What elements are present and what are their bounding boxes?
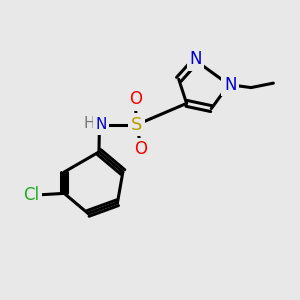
Text: O: O	[135, 140, 148, 158]
Text: N: N	[189, 50, 202, 68]
Text: O: O	[129, 91, 142, 109]
Text: S: S	[131, 116, 142, 134]
Text: Cl: Cl	[23, 186, 40, 204]
Text: H: H	[83, 116, 95, 131]
Text: N: N	[224, 76, 236, 94]
Text: N: N	[95, 117, 106, 132]
